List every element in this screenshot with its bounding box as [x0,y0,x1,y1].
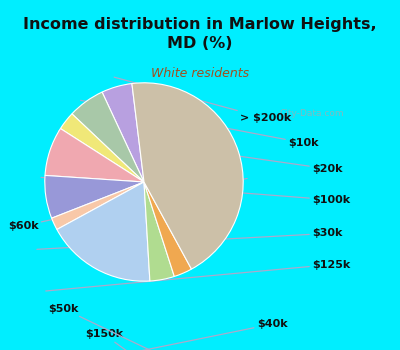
Wedge shape [144,182,174,281]
Wedge shape [45,128,144,182]
Text: $30k: $30k [37,229,342,249]
Text: $20k: $20k [58,131,342,174]
Text: $40k: $40k [92,319,287,350]
Wedge shape [57,182,150,281]
Text: $10k: $10k [81,100,318,148]
Wedge shape [45,175,144,218]
Wedge shape [132,83,243,269]
Text: $150k: $150k [85,329,164,350]
Text: White residents: White residents [151,67,249,80]
Wedge shape [60,114,144,182]
Text: $60k: $60k [8,178,247,231]
Text: $125k: $125k [46,260,350,291]
Text: $100k: $100k [41,177,350,205]
Wedge shape [144,182,192,276]
Text: $50k: $50k [48,303,187,350]
Wedge shape [72,92,144,182]
Text: > $200k: > $200k [114,77,291,123]
Wedge shape [52,182,144,230]
Wedge shape [102,84,144,182]
Text: City-Data.com: City-Data.com [280,109,344,118]
Text: Income distribution in Marlow Heights,
MD (%): Income distribution in Marlow Heights, M… [23,17,377,51]
